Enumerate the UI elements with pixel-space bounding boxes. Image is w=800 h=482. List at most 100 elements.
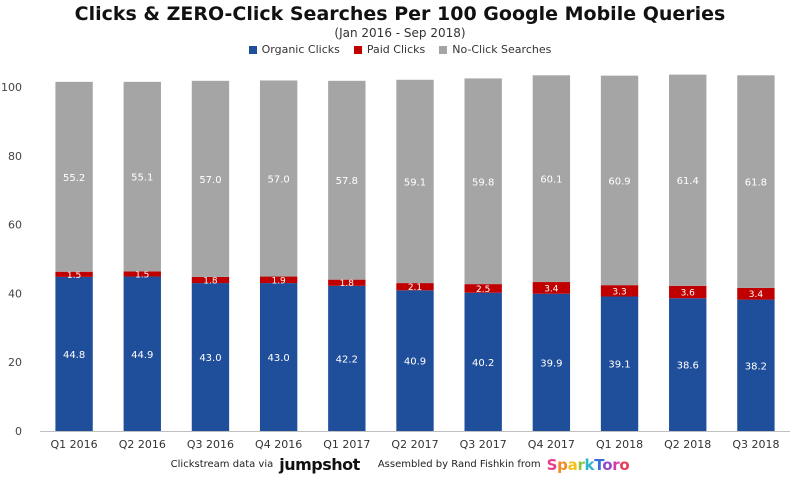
data-label: 42.2 [336,354,358,365]
x-tick-label: Q4 2017 [528,438,575,451]
data-label: 38.6 [677,361,699,372]
data-label: 61.8 [745,178,767,189]
y-tick-label: 80 [8,150,22,163]
data-label: 61.4 [677,176,699,187]
bar-segment [396,283,434,291]
bar-segment [328,279,366,286]
data-label: 57.0 [199,175,221,186]
x-tick-label: Q1 2018 [596,438,643,451]
legend-label-paid: Paid Clicks [366,43,426,56]
chart-title: Clicks & ZERO-Click Searches Per 100 Goo… [74,3,726,25]
data-label: 38.2 [745,361,767,372]
data-label: 3.4 [544,284,559,294]
bar-segment [464,78,502,285]
y-tick-label: 100 [1,81,22,94]
bar-segment [737,75,775,288]
legend-swatch-paid [353,45,362,54]
x-tick-label: Q1 2017 [323,438,370,451]
bar-segment [464,284,502,293]
x-tick-label: Q3 2017 [460,438,507,451]
data-label: 1.9 [271,276,286,286]
data-label: 3.3 [612,287,626,297]
x-tick-label: Q2 2017 [391,438,438,451]
chart-subtitle: (Jan 2016 - Sep 2018) [334,26,466,40]
bar-segment [669,298,707,431]
sparktoro-logo: SparkToro [546,455,630,474]
bar-segment [532,293,571,431]
bar-segment [669,74,707,286]
bar-segment [191,283,230,431]
legend-label-no-click: No-Click Searches [452,43,552,56]
bar-segment [123,276,161,431]
stacked-bar-chart: 0 20 40 60 80 100 44.8 1.5 55.2 Q1 2016 44.9 1.5 55.… [1,74,790,451]
bar-segment [123,271,161,277]
data-label: 60.1 [540,175,562,186]
y-tick-label: 60 [8,219,22,232]
data-label: 44.8 [63,350,85,361]
footer-author-text: Assembled by Rand Fishkin from [377,459,541,470]
bar-segment [191,80,230,277]
bar-segment [55,276,93,431]
data-label: 2.5 [476,285,490,295]
data-label: 55.2 [63,173,85,184]
y-tick-label: 0 [15,425,22,438]
bar-segment [55,81,93,272]
footer-source-text: Clickstream data via [170,459,274,470]
legend-item-organic: Organic Clicks [248,43,340,56]
data-label: 43.0 [199,353,221,364]
chart-footer: Clickstream data via jumpshot Assembled … [0,455,800,474]
bar-segment [396,290,434,431]
bar-segment [669,285,707,299]
legend-item-paid: Paid Clicks [353,43,426,56]
bar-segment [737,287,775,300]
legend-label-organic: Organic Clicks [261,43,340,56]
y-tick-label: 40 [8,287,22,300]
bar-segment [600,296,639,431]
data-label: 1.5 [135,270,149,280]
x-tick-label: Q3 2016 [187,438,234,451]
bar-segment [464,292,502,431]
footer-author: Assembled by Rand Fishkin from SparkToro [378,456,630,474]
y-tick-label: 20 [8,356,22,369]
legend-swatch-organic [248,45,257,54]
data-label: 57.0 [268,175,290,186]
data-label: 39.1 [608,360,630,371]
x-tick-label: Q4 2016 [255,438,302,451]
data-label: 1.8 [340,279,355,289]
data-label: 40.9 [404,357,426,368]
bar-segment [55,271,93,277]
bar-segment [123,81,161,272]
footer-source: Clickstream data via jumpshot [170,455,361,474]
data-label: 40.2 [472,358,494,369]
bar-segment [259,80,298,277]
bar-segment [532,282,571,294]
data-label: 55.1 [131,173,153,184]
x-tick-label: Q2 2016 [119,438,166,451]
jumpshot-logo: jumpshot [279,455,360,474]
data-label: 3.6 [681,289,696,299]
bar-segment [259,283,298,431]
bar-segment [328,80,366,280]
data-label: 43.0 [268,353,290,364]
x-tick-label: Q2 2018 [664,438,711,451]
data-label: 59.8 [472,177,494,188]
bar-segment [328,285,366,431]
data-label: 44.9 [131,350,153,361]
data-label: 1.8 [203,276,218,286]
x-tick-label: Q3 2018 [732,438,779,451]
legend-item-no-click: No-Click Searches [439,43,551,56]
data-label: 2.1 [408,283,422,293]
bar-segment [532,75,571,283]
bar-segment [259,276,298,284]
data-label: 59.1 [404,177,426,188]
data-label: 57.8 [336,176,358,187]
chart-legend: Organic Clicks Paid Clicks No-Click Sear… [0,43,800,56]
bar-segment [600,285,639,297]
bar-segment [396,79,434,284]
data-label: 60.9 [608,176,630,187]
legend-swatch-no-click [439,45,448,54]
data-label: 1.5 [67,271,81,281]
bar-segment [191,276,230,284]
data-label: 3.4 [749,290,764,300]
data-label: 39.9 [540,358,562,369]
